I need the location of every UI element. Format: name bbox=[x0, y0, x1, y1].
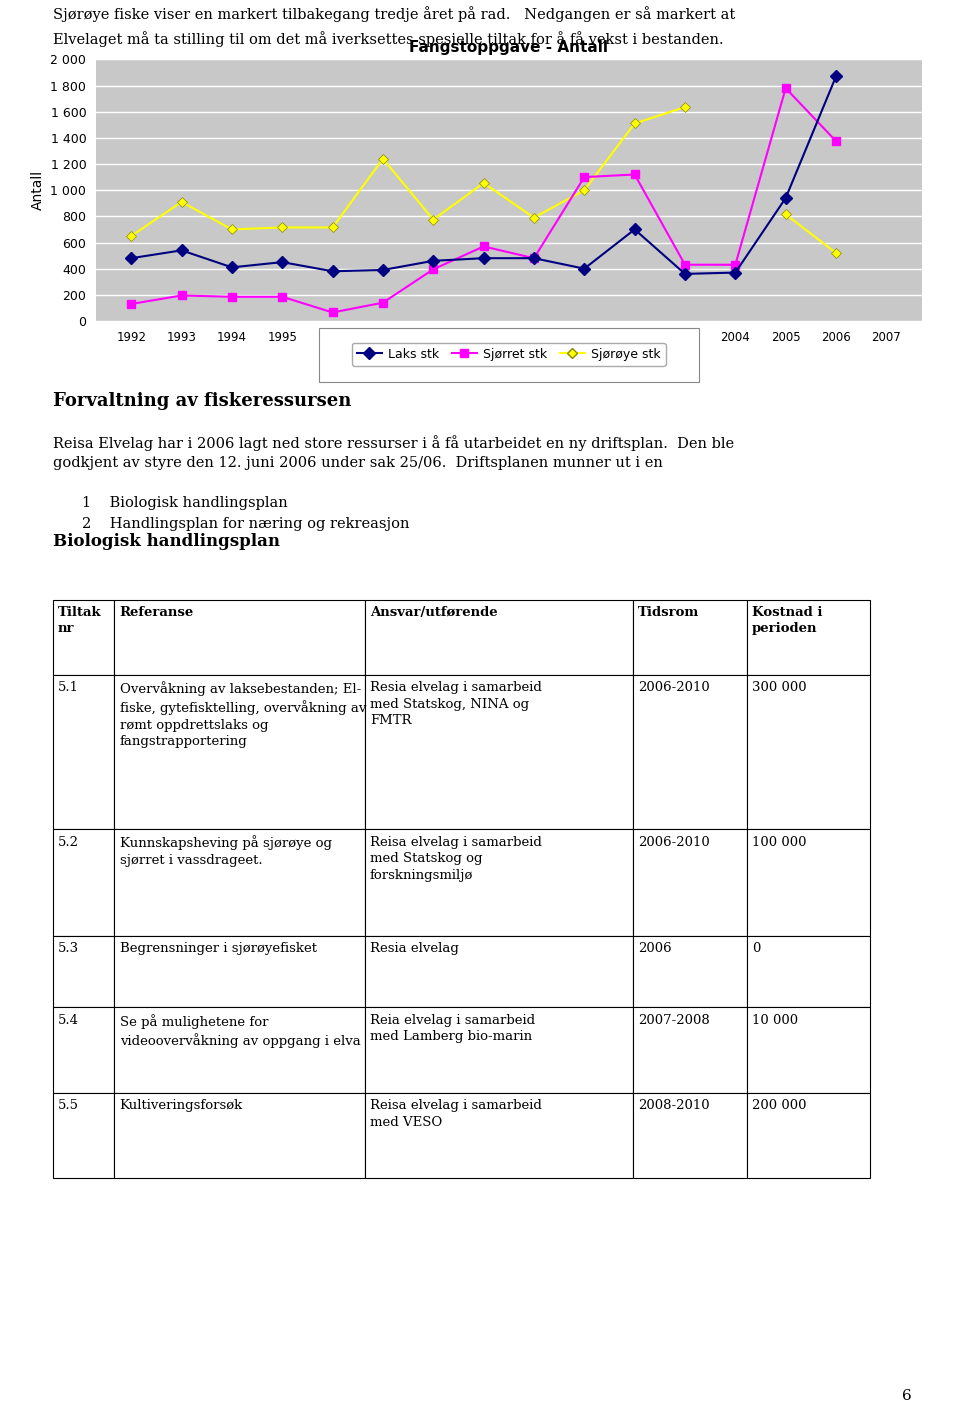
Text: 2007-2008: 2007-2008 bbox=[637, 1014, 709, 1027]
Bar bbox=[53, 600, 114, 674]
Title: Fangstoppgave - Antall: Fangstoppgave - Antall bbox=[409, 41, 609, 55]
Bar bbox=[747, 674, 870, 829]
Text: 1    Biologisk handlingsplan: 1 Biologisk handlingsplan bbox=[82, 496, 288, 510]
Bar bbox=[114, 1093, 365, 1178]
Text: Reia elvelag i samarbeid
med Lamberg bio-marin: Reia elvelag i samarbeid med Lamberg bio… bbox=[370, 1014, 535, 1044]
Bar bbox=[114, 674, 365, 829]
Bar bbox=[53, 1093, 114, 1178]
Bar bbox=[747, 600, 870, 674]
Text: Reisa elvelag i samarbeid
med VESO: Reisa elvelag i samarbeid med VESO bbox=[370, 1099, 541, 1128]
Bar bbox=[633, 936, 747, 1007]
Bar bbox=[633, 1007, 747, 1093]
Text: Overvåkning av laksebestanden; El-
fiske, gytefisktelling, overvåkning av
rømt o: Overvåkning av laksebestanden; El- fiske… bbox=[120, 682, 366, 748]
Text: 100 000: 100 000 bbox=[752, 836, 806, 848]
Bar bbox=[633, 674, 747, 829]
Bar bbox=[365, 1093, 633, 1178]
Bar bbox=[747, 829, 870, 936]
Bar bbox=[365, 1007, 633, 1093]
Text: Kunnskapsheving på sjørøye og
sjørret i vassdrageet.: Kunnskapsheving på sjørøye og sjørret i … bbox=[120, 836, 331, 867]
FancyBboxPatch shape bbox=[319, 328, 699, 382]
Text: 300 000: 300 000 bbox=[752, 682, 806, 694]
Bar bbox=[633, 1093, 747, 1178]
Text: Tidsrom: Tidsrom bbox=[637, 605, 699, 619]
Bar bbox=[365, 674, 633, 829]
Text: 2008-2010: 2008-2010 bbox=[637, 1099, 709, 1113]
Text: 2    Handlingsplan for næring og rekreasjon: 2 Handlingsplan for næring og rekreasjon bbox=[82, 516, 409, 530]
Text: 5.1: 5.1 bbox=[58, 682, 79, 694]
Text: Resia elvelag: Resia elvelag bbox=[370, 942, 459, 956]
Bar bbox=[633, 600, 747, 674]
Bar bbox=[747, 1093, 870, 1178]
Text: 200 000: 200 000 bbox=[752, 1099, 806, 1113]
Text: 5.3: 5.3 bbox=[58, 942, 79, 956]
Bar bbox=[747, 936, 870, 1007]
Text: Reisa Elvelag har i 2006 lagt ned store ressurser i å få utarbeidet en ny drifts: Reisa Elvelag har i 2006 lagt ned store … bbox=[53, 434, 734, 469]
Text: Ansvar/utførende: Ansvar/utførende bbox=[370, 605, 497, 619]
Bar bbox=[365, 936, 633, 1007]
Text: 5.5: 5.5 bbox=[58, 1099, 79, 1113]
Bar bbox=[114, 1007, 365, 1093]
Y-axis label: Antall: Antall bbox=[31, 170, 45, 211]
Text: 5.4: 5.4 bbox=[58, 1014, 79, 1027]
Bar bbox=[747, 1007, 870, 1093]
Text: 2006-2010: 2006-2010 bbox=[637, 836, 709, 848]
Text: 10 000: 10 000 bbox=[752, 1014, 798, 1027]
Text: Kultiveringsforsøk: Kultiveringsforsøk bbox=[120, 1099, 243, 1113]
Bar bbox=[365, 829, 633, 936]
Bar bbox=[114, 600, 365, 674]
Text: Begrensninger i sjørøyefisket: Begrensninger i sjørøyefisket bbox=[120, 942, 317, 956]
Text: 0: 0 bbox=[752, 942, 760, 956]
Legend: Laks stk, Sjørret stk, Sjørøye stk: Laks stk, Sjørret stk, Sjørøye stk bbox=[352, 342, 665, 366]
Text: Forvaltning av fiskeressursen: Forvaltning av fiskeressursen bbox=[53, 392, 351, 410]
Text: Referanse: Referanse bbox=[120, 605, 194, 619]
Text: Biologisk handlingsplan: Biologisk handlingsplan bbox=[53, 533, 279, 550]
Bar bbox=[53, 829, 114, 936]
Bar bbox=[53, 936, 114, 1007]
Text: 5.2: 5.2 bbox=[58, 836, 79, 848]
Text: 2006-2010: 2006-2010 bbox=[637, 682, 709, 694]
Text: Kostnad i
perioden: Kostnad i perioden bbox=[752, 605, 823, 635]
Text: Se på mulighetene for
videoovervåkning av oppgang i elva: Se på mulighetene for videoovervåkning a… bbox=[120, 1014, 360, 1048]
Bar bbox=[114, 829, 365, 936]
Text: Resia elvelag i samarbeid
med Statskog, NINA og
FMTR: Resia elvelag i samarbeid med Statskog, … bbox=[370, 682, 541, 727]
Bar bbox=[114, 936, 365, 1007]
Bar bbox=[53, 674, 114, 829]
Bar bbox=[53, 1007, 114, 1093]
Bar bbox=[365, 600, 633, 674]
Text: Tiltak
nr: Tiltak nr bbox=[58, 605, 102, 635]
Text: Elvelaget må ta stilling til om det må iverksettes spesielle tiltak for å få vek: Elvelaget må ta stilling til om det må i… bbox=[53, 31, 724, 47]
Text: 2006: 2006 bbox=[637, 942, 671, 956]
Text: Sjørøye fiske viser en markert tilbakegang tredje året på rad.   Nedgangen er så: Sjørøye fiske viser en markert tilbakega… bbox=[53, 6, 735, 21]
Text: 6: 6 bbox=[902, 1390, 912, 1403]
Text: Reisa elvelag i samarbeid
med Statskog og
forskningsmiljø: Reisa elvelag i samarbeid med Statskog o… bbox=[370, 836, 541, 881]
Bar bbox=[633, 829, 747, 936]
